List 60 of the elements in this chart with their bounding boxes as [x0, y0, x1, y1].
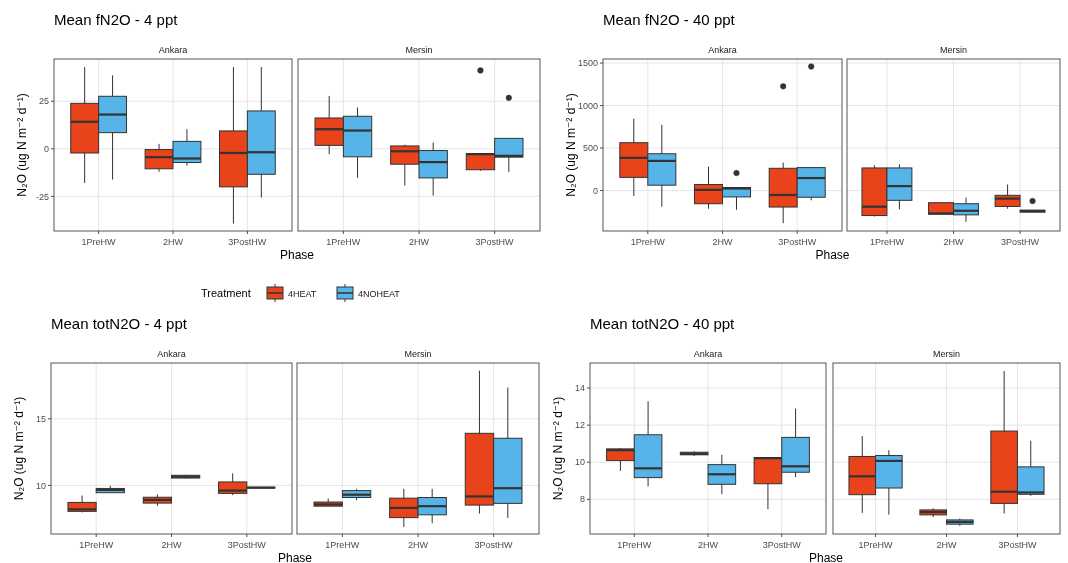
y-tick-label: -25 [35, 191, 49, 202]
chart-subtitle: Mersin [404, 349, 432, 359]
x-tick-label: 2HW [936, 540, 957, 550]
x-axis-title: Phase [279, 248, 315, 262]
y-tick-label: 10 [35, 480, 46, 491]
x-axis-title: Phase [808, 551, 844, 563]
x-tick-label: 1PreHW [858, 540, 894, 550]
x-tick-label: 2HW [161, 540, 182, 550]
x-tick-label: 3PostHW [778, 237, 817, 247]
y-tick-label: 14 [574, 383, 585, 394]
legend-title: Treatment [201, 287, 251, 299]
y-axis-title: N₂O (ug N m⁻² d⁻¹) [12, 396, 26, 501]
chart-subtitle: Ankara [693, 349, 723, 359]
x-tick-label: 1PreHW [630, 237, 666, 247]
x-tick-label: 2HW [409, 237, 430, 247]
chart-title: Mean totN2O - 40 ppt [590, 315, 736, 332]
y-tick-label: 0 [43, 143, 49, 154]
chart-subtitle: Ankara [708, 45, 737, 55]
x-tick-label: 3PostHW [1001, 237, 1040, 247]
y-tick-label: 1000 [577, 100, 598, 111]
chart-subtitle: Mersin [405, 45, 433, 55]
y-axis-title: N₂O (ug N m⁻² d⁻¹) [15, 93, 29, 197]
chart-subtitle: Mersin [932, 349, 961, 359]
x-tick-label: 1PreHW [325, 540, 360, 550]
y-tick-label: 15 [35, 413, 46, 424]
chart-subtitle: Ankara [158, 45, 188, 55]
chart-title: Mean fN2O - 40 ppt [603, 11, 736, 28]
x-tick-label: 3PostHW [998, 540, 1037, 550]
x-tick-label: 1PreHW [869, 237, 905, 247]
chart-subtitle: Mersin [939, 45, 968, 55]
chart-subtitle: Ankara [157, 349, 186, 359]
x-tick-label: 2HW [698, 540, 719, 550]
x-tick-label: 3PostHW [475, 237, 515, 247]
y-axis-title: N₂O (ug N m⁻² d⁻¹) [564, 93, 578, 197]
x-tick-label: 2HW [943, 237, 964, 247]
y-tick-label: 25 [38, 96, 49, 107]
x-axis-title: Phase [815, 248, 850, 262]
y-tick-label: 8 [579, 494, 585, 505]
x-tick-label: 2HW [408, 540, 429, 550]
x-tick-label: 3PostHW [474, 540, 514, 550]
x-tick-label: 3PostHW [762, 540, 802, 550]
legend-label: 4NOHEAT [358, 288, 401, 299]
y-tick-label: 10 [574, 457, 585, 468]
y-tick-label: 0 [592, 185, 598, 196]
y-tick-label: 500 [582, 143, 598, 154]
x-tick-label: 1PreHW [81, 237, 117, 247]
chart-title: Mean fN2O - 4 ppt [54, 11, 179, 28]
x-axis-title: Phase [277, 551, 313, 563]
x-tick-label: 1PreHW [79, 540, 114, 550]
x-tick-label: 1PreHW [617, 540, 652, 550]
x-tick-label: 1PreHW [326, 237, 361, 247]
x-tick-label: 3PostHW [227, 540, 267, 550]
chart-title: Mean totN2O - 4 ppt [51, 315, 188, 332]
x-tick-label: 2HW [163, 237, 184, 247]
legend-label: 4HEAT [288, 288, 317, 299]
y-axis-title: N₂O (ug N m⁻² d⁻¹) [551, 396, 565, 501]
y-tick-label: 12 [574, 420, 585, 431]
y-tick-label: 1500 [577, 58, 598, 69]
x-tick-label: 2HW [712, 237, 733, 247]
x-tick-label: 3PostHW [228, 237, 267, 247]
